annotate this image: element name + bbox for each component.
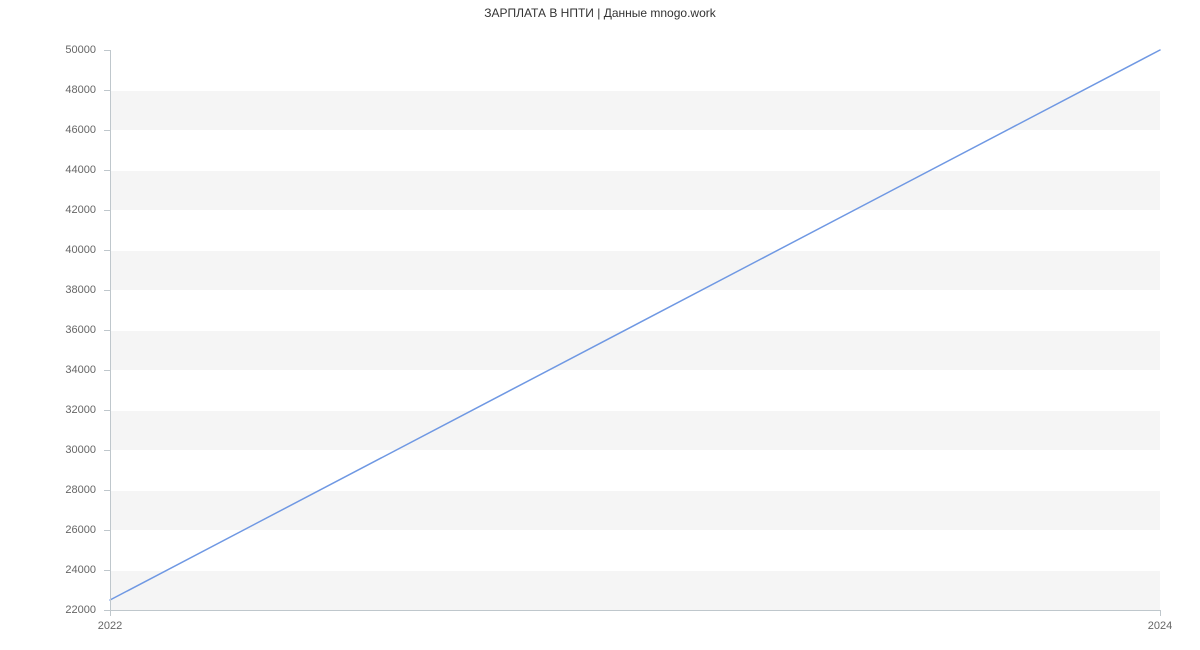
y-tick-label: 36000 xyxy=(0,324,96,336)
x-tick-mark xyxy=(110,610,111,616)
y-tick-mark xyxy=(104,50,110,51)
y-tick-mark xyxy=(104,410,110,411)
y-tick-label: 48000 xyxy=(0,84,96,96)
y-tick-label: 28000 xyxy=(0,484,96,496)
y-tick-mark xyxy=(104,290,110,291)
y-tick-mark xyxy=(104,570,110,571)
y-tick-label: 38000 xyxy=(0,284,96,296)
y-tick-label: 40000 xyxy=(0,244,96,256)
y-tick-mark xyxy=(104,90,110,91)
y-tick-label: 32000 xyxy=(0,404,96,416)
y-tick-label: 46000 xyxy=(0,124,96,136)
x-tick-label: 2024 xyxy=(1148,620,1172,632)
chart-title: ЗАРПЛАТА В НПТИ | Данные mnogo.work xyxy=(0,6,1200,20)
y-tick-label: 30000 xyxy=(0,444,96,456)
y-tick-label: 34000 xyxy=(0,364,96,376)
y-tick-label: 44000 xyxy=(0,164,96,176)
y-tick-label: 22000 xyxy=(0,604,96,616)
plot-area xyxy=(110,50,1160,610)
y-tick-mark xyxy=(104,210,110,211)
y-tick-mark xyxy=(104,530,110,531)
x-tick-label: 2022 xyxy=(98,620,122,632)
y-tick-label: 24000 xyxy=(0,564,96,576)
x-tick-mark xyxy=(1160,610,1161,616)
line-layer xyxy=(110,50,1160,610)
y-tick-mark xyxy=(104,130,110,131)
y-axis-line xyxy=(110,50,111,610)
salary-line-chart: ЗАРПЛАТА В НПТИ | Данные mnogo.work 2200… xyxy=(0,0,1200,650)
x-axis-line xyxy=(110,610,1160,611)
y-tick-mark xyxy=(104,490,110,491)
y-tick-mark xyxy=(104,450,110,451)
y-tick-mark xyxy=(104,370,110,371)
y-tick-mark xyxy=(104,250,110,251)
series-line-salary xyxy=(110,50,1160,600)
y-tick-mark xyxy=(104,330,110,331)
y-tick-label: 42000 xyxy=(0,204,96,216)
y-tick-mark xyxy=(104,170,110,171)
y-tick-label: 50000 xyxy=(0,44,96,56)
y-tick-label: 26000 xyxy=(0,524,96,536)
